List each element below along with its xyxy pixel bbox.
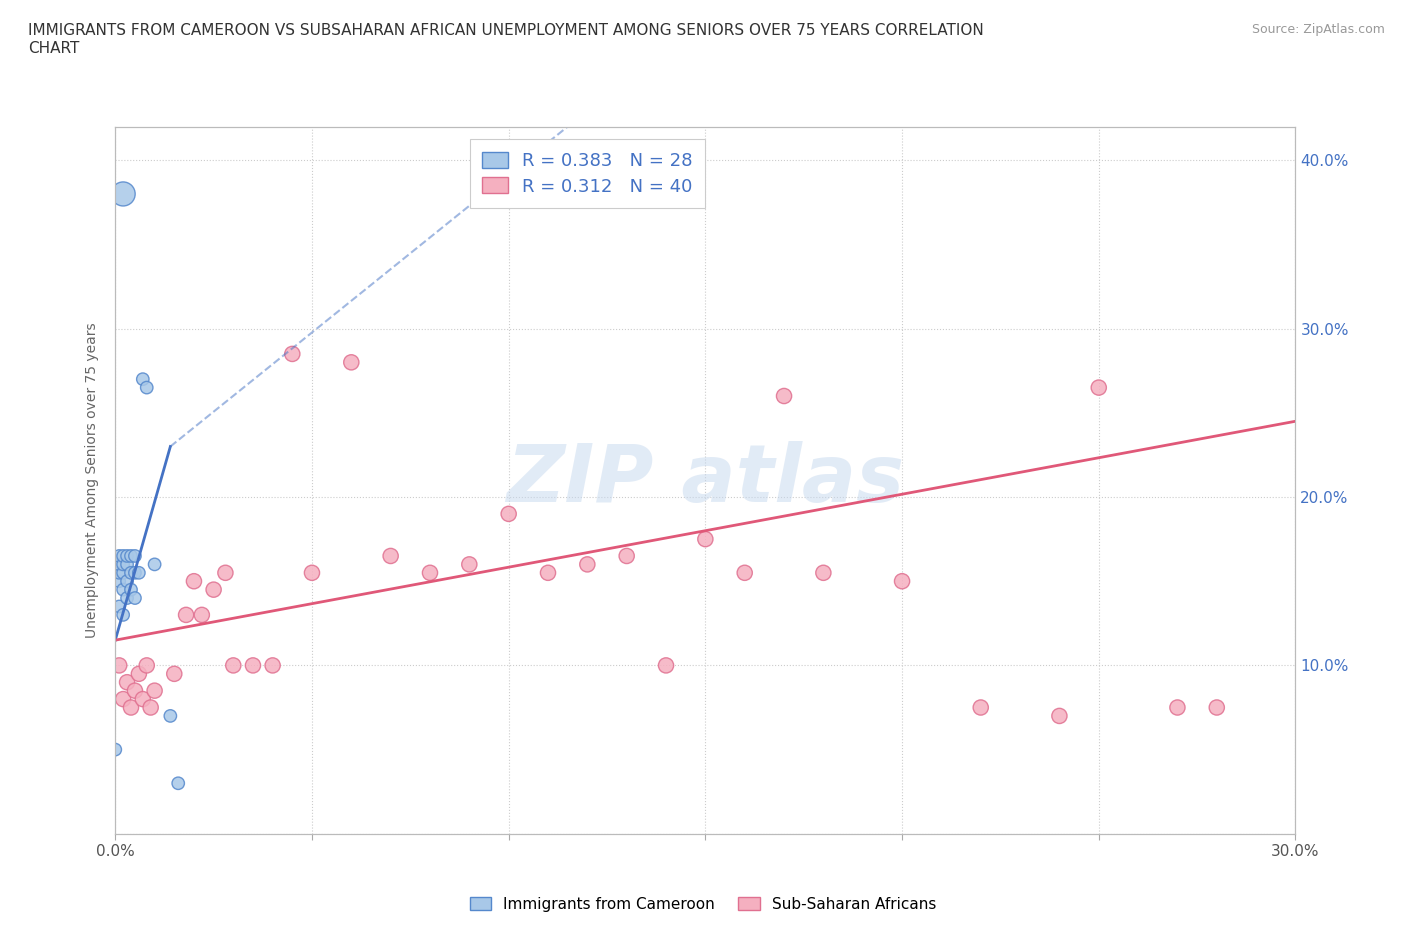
Y-axis label: Unemployment Among Seniors over 75 years: Unemployment Among Seniors over 75 years — [86, 323, 100, 638]
Point — [167, 776, 190, 790]
Point — [132, 692, 155, 707]
Point — [124, 591, 146, 605]
Point — [112, 557, 135, 572]
Point — [214, 565, 236, 580]
Point — [124, 565, 146, 580]
Point — [112, 549, 135, 564]
Point — [115, 557, 138, 572]
Point — [108, 658, 131, 672]
Point — [128, 667, 150, 682]
Point — [734, 565, 756, 580]
Legend: R = 0.383   N = 28, R = 0.312   N = 40: R = 0.383 N = 28, R = 0.312 N = 40 — [470, 140, 704, 208]
Point — [108, 599, 131, 614]
Point — [112, 607, 135, 622]
Point — [202, 582, 225, 597]
Point — [108, 565, 131, 580]
Point — [128, 565, 150, 580]
Point — [616, 549, 638, 564]
Point — [340, 355, 363, 370]
Point — [813, 565, 835, 580]
Point — [139, 700, 162, 715]
Point — [576, 557, 599, 572]
Point — [112, 187, 135, 202]
Point — [1087, 380, 1109, 395]
Text: ZIP atlas: ZIP atlas — [506, 441, 904, 519]
Point — [135, 658, 157, 672]
Point — [655, 658, 678, 672]
Legend: Immigrants from Cameroon, Sub-Saharan Africans: Immigrants from Cameroon, Sub-Saharan Af… — [464, 890, 942, 918]
Point — [301, 565, 323, 580]
Point — [120, 565, 142, 580]
Point — [108, 574, 131, 589]
Point — [458, 557, 481, 572]
Point — [120, 582, 142, 597]
Point — [1049, 709, 1071, 724]
Point — [498, 507, 520, 522]
Point — [262, 658, 284, 672]
Point — [143, 684, 166, 698]
Point — [124, 684, 146, 698]
Point — [132, 372, 155, 387]
Point — [135, 380, 157, 395]
Point — [112, 565, 135, 580]
Point — [143, 557, 166, 572]
Point — [112, 582, 135, 597]
Point — [222, 658, 245, 672]
Point — [891, 574, 914, 589]
Point — [112, 692, 135, 707]
Text: Source: ZipAtlas.com: Source: ZipAtlas.com — [1251, 23, 1385, 36]
Point — [115, 574, 138, 589]
Point — [281, 347, 304, 362]
Point — [108, 549, 131, 564]
Point — [120, 549, 142, 564]
Point — [419, 565, 441, 580]
Point — [773, 389, 796, 404]
Point — [163, 667, 186, 682]
Point — [191, 607, 214, 622]
Point — [380, 549, 402, 564]
Point — [159, 709, 181, 724]
Point — [124, 549, 146, 564]
Point — [695, 532, 717, 547]
Point — [115, 675, 138, 690]
Point — [120, 700, 142, 715]
Point — [1166, 700, 1188, 715]
Point — [537, 565, 560, 580]
Point — [242, 658, 264, 672]
Point — [1205, 700, 1227, 715]
Point — [174, 607, 197, 622]
Point — [104, 742, 127, 757]
Point — [115, 591, 138, 605]
Point — [970, 700, 993, 715]
Text: IMMIGRANTS FROM CAMEROON VS SUBSAHARAN AFRICAN UNEMPLOYMENT AMONG SENIORS OVER 7: IMMIGRANTS FROM CAMEROON VS SUBSAHARAN A… — [28, 23, 984, 56]
Point — [115, 549, 138, 564]
Point — [183, 574, 205, 589]
Point — [108, 557, 131, 572]
